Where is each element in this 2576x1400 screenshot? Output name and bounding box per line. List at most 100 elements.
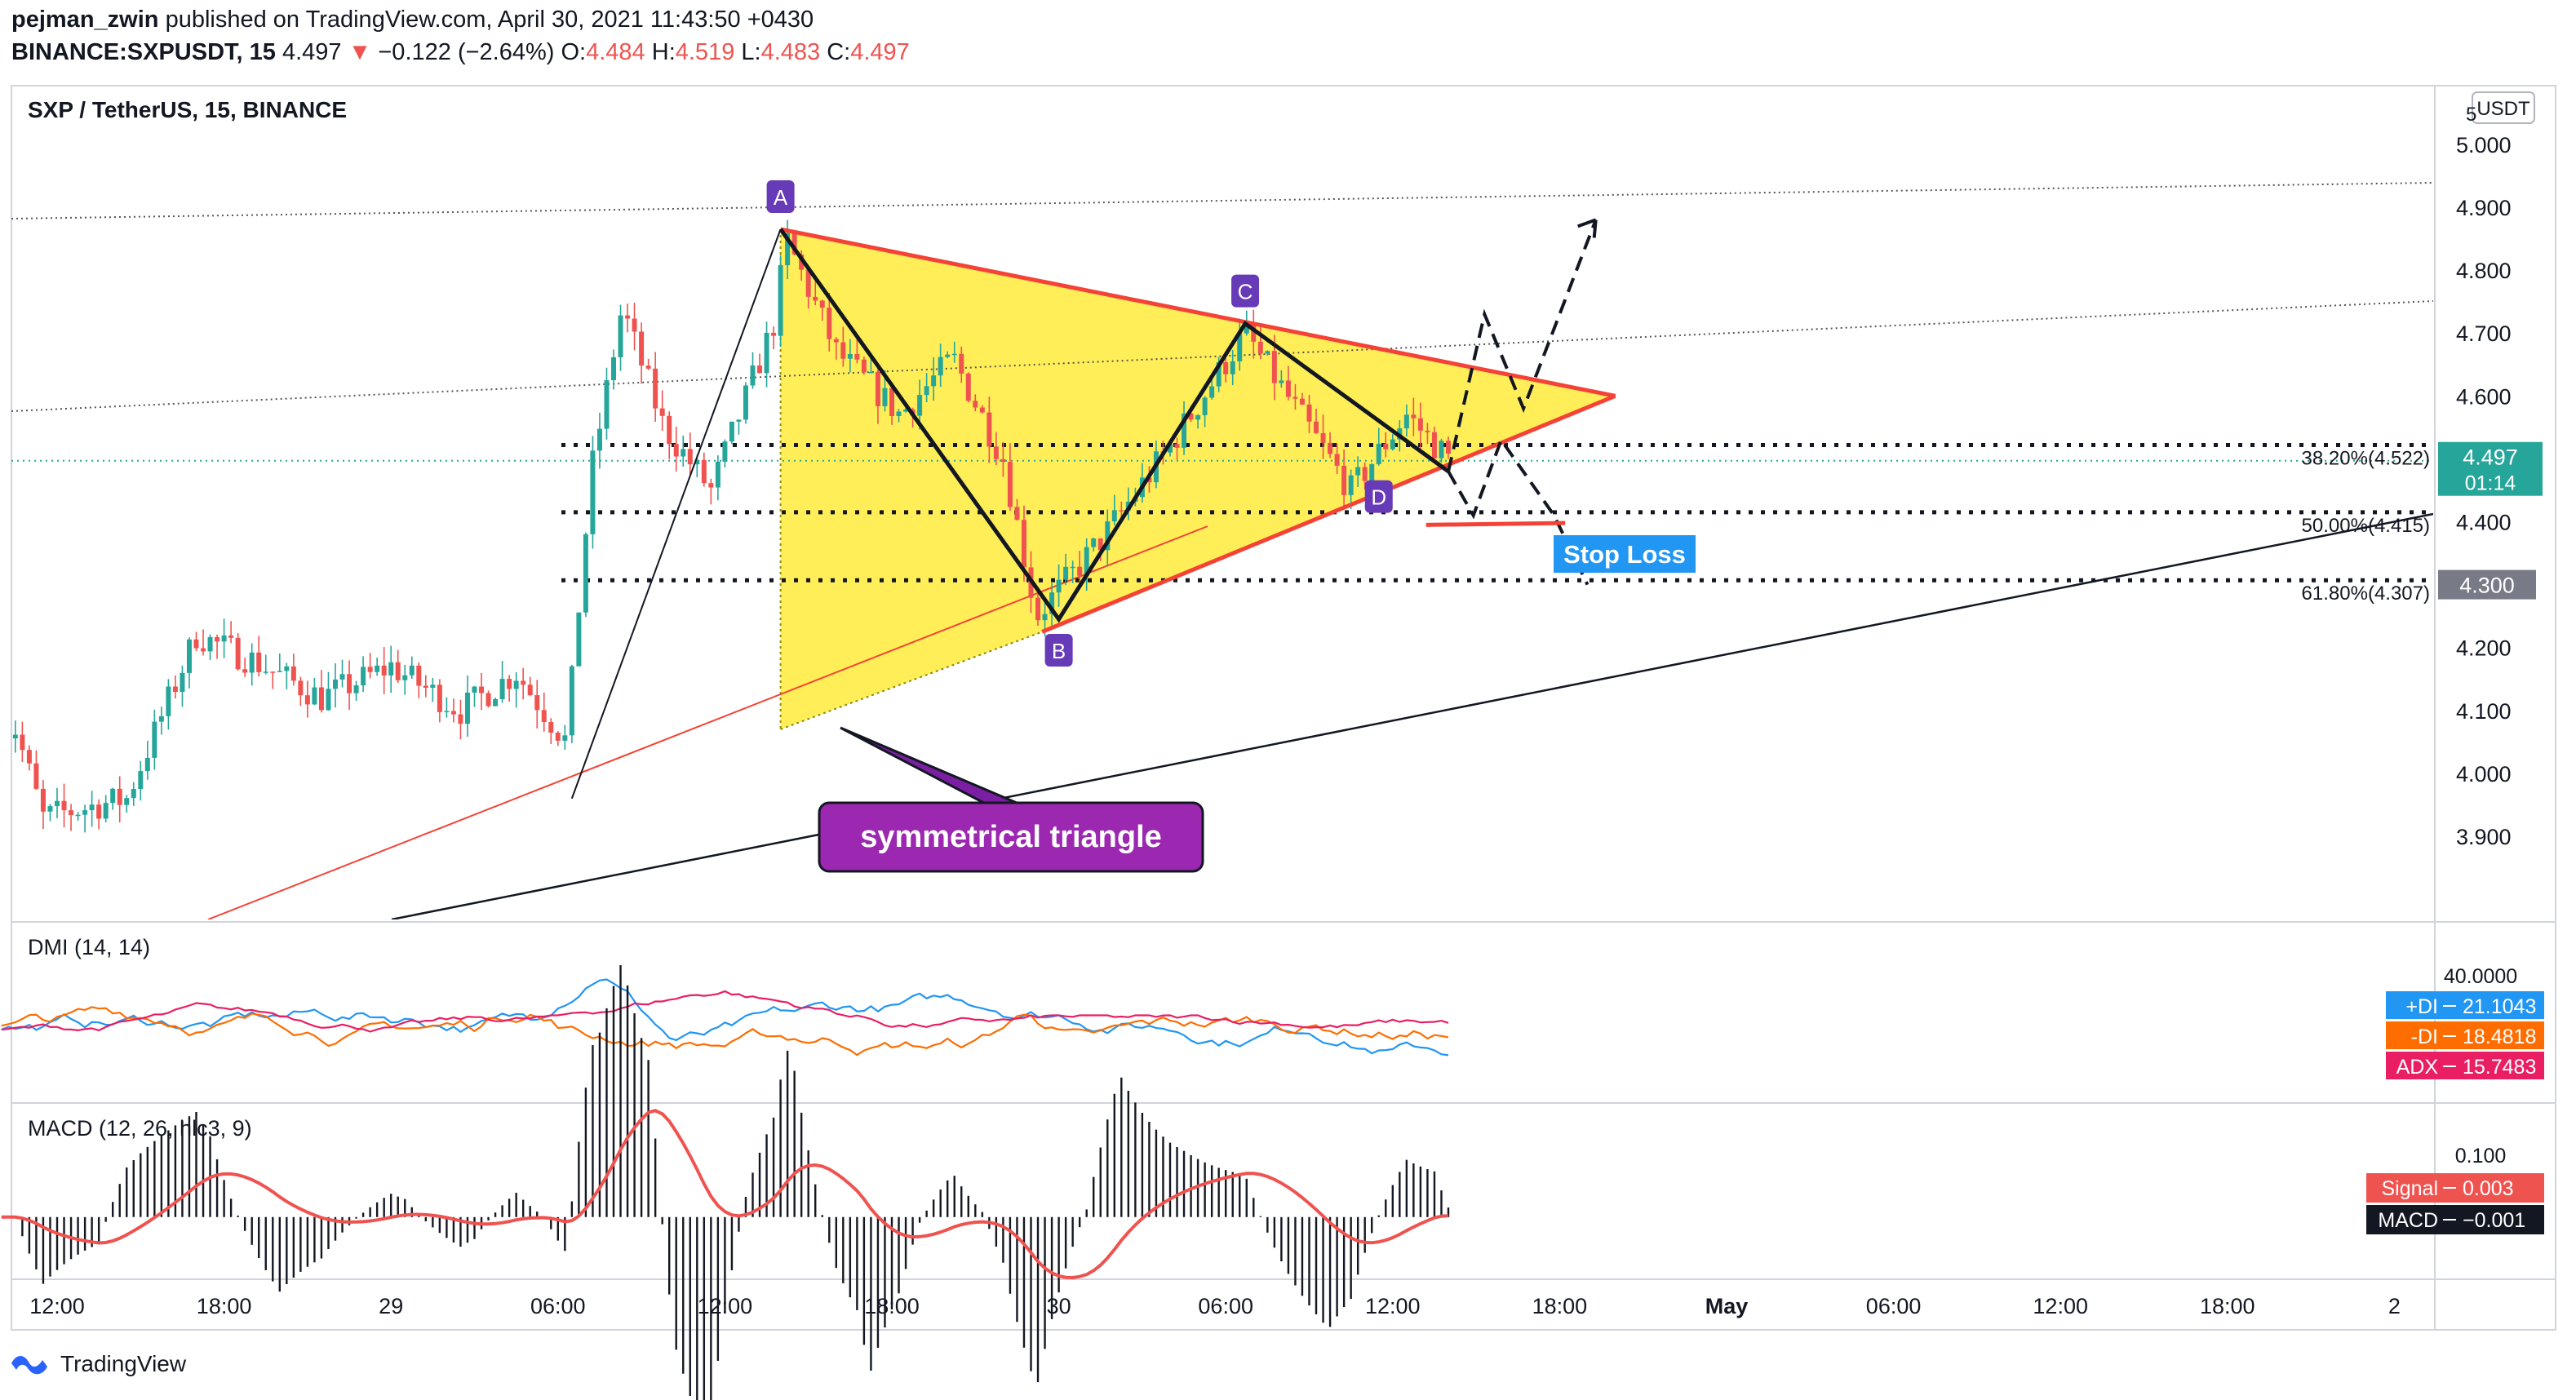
- candle-body: [847, 353, 853, 359]
- low-label: L:: [741, 39, 761, 65]
- price-change: −0.122 (−2.64%): [378, 39, 555, 65]
- candle-body: [596, 428, 602, 451]
- price-tick: 3.900: [2456, 825, 2512, 849]
- candle: [1341, 449, 1347, 507]
- dmi-badge-label: +DI: [2405, 995, 2438, 1018]
- candle: [861, 357, 867, 375]
- candle-body: [270, 671, 276, 673]
- candle: [207, 634, 213, 660]
- candle: [1299, 392, 1305, 405]
- candle-body: [1390, 439, 1395, 450]
- candle: [1417, 402, 1423, 450]
- fib-level-label: 50.00%(4.415): [2302, 515, 2430, 537]
- candle: [1251, 309, 1257, 359]
- candle: [1035, 589, 1041, 627]
- triangle-lower-border: [1041, 393, 1616, 634]
- candle-body: [388, 662, 394, 676]
- down-arrow-icon: ▼: [348, 39, 372, 65]
- candle-body: [298, 680, 304, 696]
- candle-body: [1417, 418, 1423, 431]
- candle: [326, 671, 331, 711]
- dmi-badge-2: [2386, 1052, 2544, 1079]
- candle-body: [965, 373, 971, 401]
- candle-body: [701, 459, 707, 484]
- candle-body: [924, 386, 929, 396]
- macd-badge-label: Signal: [2382, 1177, 2439, 1200]
- candle-body: [639, 331, 645, 366]
- candle-body: [562, 735, 568, 741]
- price-tick: 4.800: [2456, 259, 2512, 283]
- candle-body: [144, 757, 150, 772]
- time-tick: 18:00: [2200, 1294, 2255, 1318]
- dmi-title: DMI (14, 14): [28, 935, 150, 959]
- candle-body: [771, 332, 777, 336]
- candle: [1285, 366, 1291, 401]
- candle-body: [979, 407, 985, 413]
- candle-body: [499, 679, 505, 699]
- candle-body: [6, 738, 11, 745]
- candle: [172, 675, 178, 699]
- candle-body: [1411, 414, 1417, 419]
- candle: [1265, 350, 1270, 356]
- candle-body: [47, 806, 53, 812]
- candle-body: [743, 385, 748, 420]
- candle: [61, 783, 67, 828]
- candle-body: [138, 771, 144, 790]
- candle-body: [207, 636, 213, 652]
- candle: [611, 349, 616, 390]
- candle-body: [186, 639, 192, 673]
- macd-badge-label: MACD: [2378, 1209, 2438, 1232]
- candle: [263, 654, 268, 675]
- candle: [430, 677, 436, 702]
- candle: [945, 351, 951, 359]
- candle: [667, 411, 672, 459]
- candle-body: [40, 788, 46, 812]
- candle-body: [819, 300, 825, 308]
- candle: [55, 787, 60, 818]
- candle-body: [1320, 432, 1326, 443]
- currency-label[interactable]: USDT: [2476, 98, 2530, 120]
- candle-body: [764, 332, 769, 374]
- point-b-badge: [1044, 634, 1073, 667]
- macd-badge-value: −0.001: [2463, 1209, 2525, 1232]
- candle: [117, 776, 122, 823]
- candle-body: [493, 698, 499, 707]
- candle: [1000, 441, 1006, 477]
- candle: [339, 659, 345, 688]
- candle: [854, 338, 860, 364]
- candle: [645, 358, 651, 370]
- candle-body: [1314, 421, 1319, 433]
- currency-button[interactable]: [2472, 91, 2535, 124]
- candle: [673, 427, 679, 472]
- candle: [416, 662, 422, 698]
- author-name[interactable]: pejman_zwin: [11, 7, 159, 33]
- candle: [1334, 443, 1340, 475]
- candle: [1070, 560, 1075, 583]
- candle-body: [1168, 444, 1173, 453]
- chart-frame: [11, 85, 2556, 1331]
- candle-body: [1348, 475, 1354, 495]
- bar-countdown: 01:14: [2465, 472, 2516, 495]
- candle-body: [1431, 432, 1437, 459]
- candle-body: [951, 353, 957, 356]
- candle-body: [973, 401, 978, 408]
- candle-body: [632, 318, 637, 332]
- candle: [1111, 494, 1117, 525]
- candle: [701, 452, 707, 487]
- candle: [625, 303, 631, 333]
- candle: [479, 672, 485, 711]
- candle-body: [1209, 386, 1215, 398]
- level-badge: [2438, 569, 2536, 600]
- candle: [131, 782, 136, 806]
- candle-body: [993, 446, 999, 459]
- candle-body: [1383, 443, 1389, 450]
- candle: [1063, 553, 1069, 586]
- candle-body: [625, 315, 631, 319]
- triangle-bottom-edge: [780, 631, 1043, 730]
- candle: [450, 698, 456, 723]
- candle: [33, 750, 39, 791]
- candle: [987, 397, 992, 463]
- plus-di-line: [1, 978, 1449, 1057]
- close-value: 4.497: [850, 39, 910, 65]
